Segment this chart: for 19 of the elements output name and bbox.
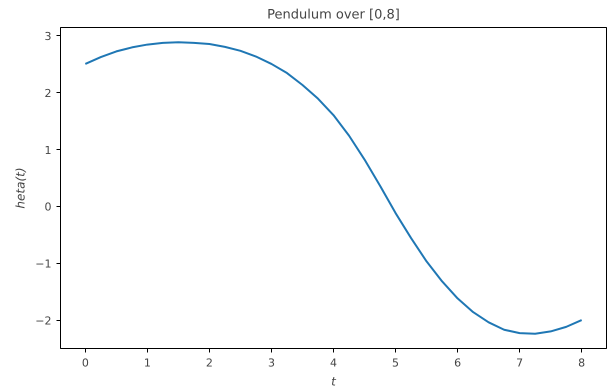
x-tick-label: 4 (330, 356, 337, 370)
x-tick-label: 7 (516, 356, 524, 370)
y-tick-label: 0 (44, 200, 52, 214)
x-tick-label: 3 (268, 356, 275, 370)
chart-title: Pendulum over [0,8] (267, 8, 400, 22)
x-tick-label: 0 (82, 356, 89, 370)
y-tick-label: −2 (35, 314, 52, 328)
x-axis-title: t (331, 374, 338, 388)
y-tick-label: 3 (44, 30, 52, 43)
y-tick-label: 2 (44, 86, 52, 100)
y-tick-label: −1 (35, 258, 52, 271)
x-tick-label: 8 (578, 356, 586, 370)
x-tick-label: 1 (144, 356, 151, 370)
y-tick-label: 1 (44, 144, 52, 157)
x-tick-label: 5 (392, 356, 400, 370)
y-axis-title: heta(t) (13, 167, 28, 209)
x-tick-label: 6 (454, 356, 462, 370)
line-series (84, 41, 583, 335)
x-tick-label: 2 (206, 356, 213, 370)
